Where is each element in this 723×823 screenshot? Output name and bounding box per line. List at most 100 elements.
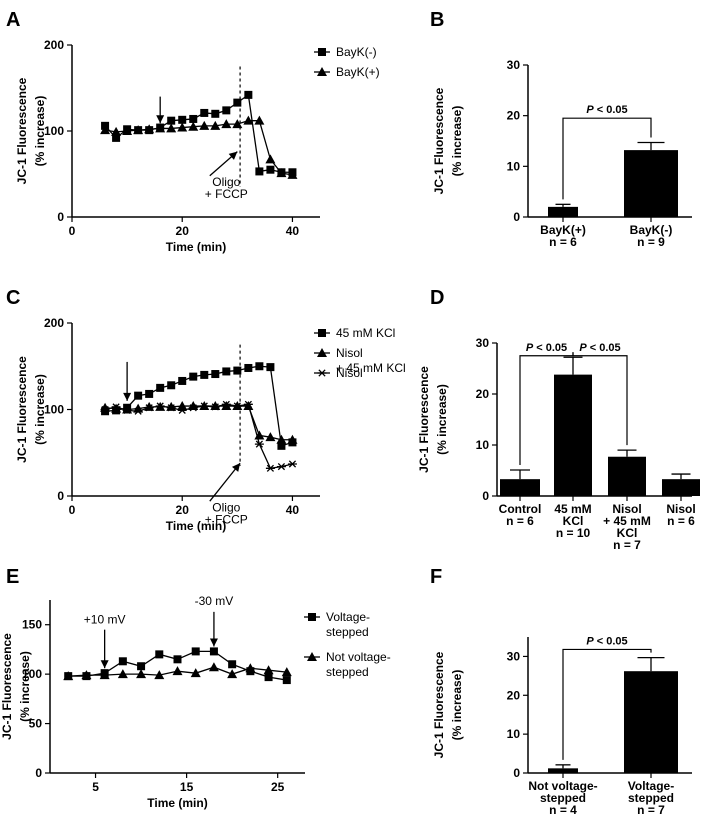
- panel-d: D 0 10 20 30 JC-1 Fluorescence (% increase) Con…: [417, 287, 700, 552]
- p-value-label: P < 0.05: [586, 104, 627, 116]
- legend-label: stepped: [326, 665, 369, 679]
- y-tick-label: 30: [507, 649, 521, 663]
- x-tick-label: 40: [286, 503, 300, 517]
- y-tick-label: 0: [482, 489, 489, 503]
- data-point: [263, 665, 274, 675]
- y-axis-label: JC-1 Fluorescence: [432, 87, 446, 194]
- data-point: [210, 403, 220, 411]
- panel-label: C: [6, 287, 20, 309]
- y-axis-label-unit: (% increase): [33, 96, 47, 167]
- data-point: [137, 662, 146, 671]
- legend-label: Voltage-: [326, 610, 370, 624]
- series-2: [100, 400, 297, 472]
- legend-marker: [308, 613, 316, 621]
- data-point: [155, 650, 164, 659]
- legend-entry: 45 mM KCl: [314, 326, 395, 340]
- series-line: [104, 120, 293, 176]
- data-point: [264, 673, 273, 682]
- data-point: [178, 115, 187, 124]
- bar-group: BayK(+)n = 6: [540, 203, 586, 249]
- y-tick-label: 0: [513, 210, 520, 224]
- bar-group: BayK(-)n = 9: [624, 141, 678, 249]
- data-point: [243, 400, 253, 408]
- panel-a: A 0 100 200 JC-1 Fluorescence (% increase) 0 20…: [6, 9, 380, 254]
- bracket-line: [562, 117, 652, 200]
- data-point: [266, 165, 275, 174]
- category-label: Not voltage-: [528, 779, 597, 793]
- data-point: [254, 440, 264, 448]
- data-point: [276, 462, 286, 471]
- category-label: stepped: [628, 791, 674, 805]
- legend-marker: [318, 48, 326, 56]
- data-point: [191, 647, 200, 656]
- legend-label: BayK(+): [336, 65, 380, 79]
- legend-marker: [317, 67, 327, 76]
- data-point: [111, 403, 121, 411]
- y-tick-label: 100: [44, 403, 64, 417]
- category-n-label: n = 10: [556, 526, 591, 540]
- data-point: [199, 402, 209, 410]
- data-point: [167, 381, 176, 390]
- arrow: [100, 629, 109, 669]
- legend-entry: Not voltage-stepped: [304, 650, 391, 679]
- category-label: Control: [499, 502, 542, 516]
- series-line: [104, 93, 293, 173]
- legend-marker: [318, 329, 326, 337]
- data-point: [210, 120, 221, 130]
- bar: [500, 479, 540, 496]
- data-point: [172, 666, 183, 676]
- data-point: [177, 122, 188, 132]
- data-point: [211, 109, 220, 118]
- annotation: Oligo: [212, 175, 240, 189]
- legend-label: 45 mM KCl: [336, 326, 395, 340]
- y-axis-label: JC-1 Fluorescence: [15, 356, 29, 463]
- data-point: [277, 441, 286, 450]
- category-label: Voltage-: [628, 779, 674, 793]
- data-point: [209, 647, 218, 656]
- data-point: [282, 676, 291, 685]
- data-point: [265, 464, 275, 472]
- data-point: [200, 370, 209, 379]
- significance-bracket: P < 0.05: [562, 104, 652, 200]
- x-axis-label: Time (min): [147, 796, 207, 810]
- y-axis-label-unit: (% increase): [435, 384, 449, 455]
- data-point: [244, 363, 253, 372]
- data-point: [155, 123, 166, 133]
- arrow: [209, 462, 241, 502]
- category-label: KCl: [617, 526, 638, 540]
- panel-e: E 0 50 100 150 JC-1 Fluorescence (% increase) 5…: [0, 566, 391, 810]
- x-tick-label: 15: [180, 780, 194, 794]
- data-point: [255, 167, 264, 176]
- y-tick-label: 200: [44, 38, 64, 52]
- data-point: [266, 363, 275, 372]
- panel-label: F: [430, 566, 442, 588]
- bracket-line: [562, 648, 652, 760]
- annotation: Oligo: [212, 501, 240, 515]
- series-0: [64, 647, 291, 685]
- data-point: [287, 434, 298, 444]
- y-tick-label: 100: [22, 667, 42, 681]
- y-tick-label: 0: [57, 210, 64, 224]
- y-axis-label-unit: (% increase): [33, 374, 47, 445]
- data-point: [81, 670, 92, 680]
- p-value-label: P < 0.05: [526, 342, 567, 354]
- y-tick-label: 10: [476, 438, 490, 452]
- category-label: BayK(+): [540, 223, 586, 237]
- series-1: [63, 662, 292, 681]
- legend-label: BayK(-): [336, 45, 377, 59]
- data-point: [145, 389, 154, 398]
- arrow: [209, 611, 218, 647]
- data-point: [144, 404, 154, 412]
- x-axis-label: Time (min): [166, 240, 226, 254]
- legend-entry: Nisol: [314, 366, 363, 380]
- significance-bracket: P < 0.05: [562, 635, 652, 760]
- bar: [624, 150, 678, 217]
- legend-label: Not voltage-: [326, 650, 391, 664]
- data-point: [199, 120, 210, 130]
- legend-entry: Nisol+ 45 mM KCl: [314, 346, 406, 375]
- y-axis-label-unit: (% increase): [450, 106, 464, 177]
- panel-c: C 0 100 200 JC-1 Fluorescence (% increase) 0 20…: [6, 287, 406, 533]
